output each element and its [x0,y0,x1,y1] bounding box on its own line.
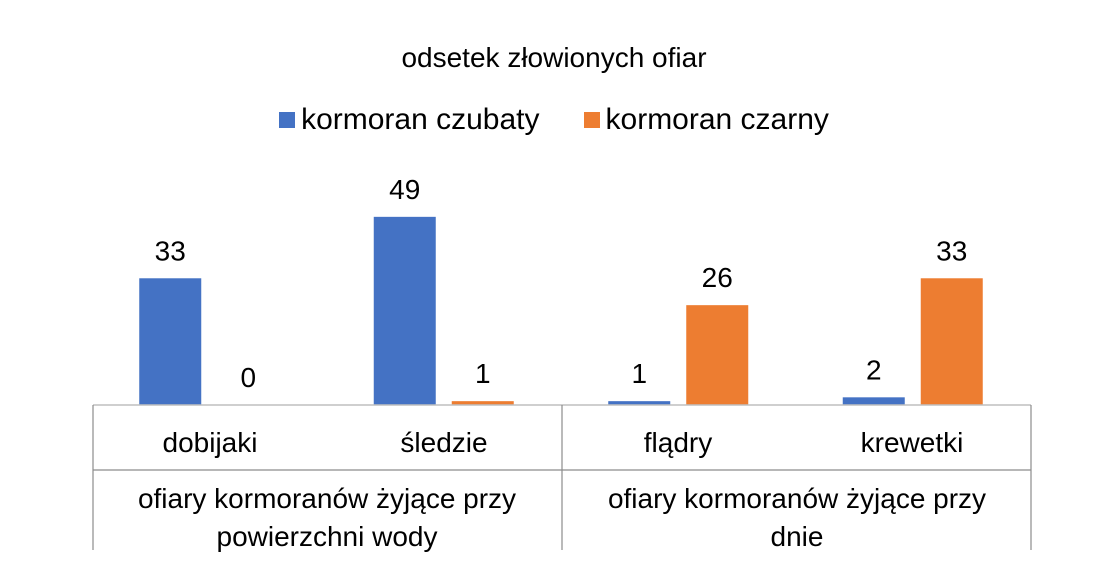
data-label-series-1-cat-4: 2 [866,354,882,385]
category-label-dobijaki: dobijaki [162,427,258,458]
legend-label-series-2: kormoran czarny [605,103,829,136]
category-label-fladry: flądry [643,427,713,458]
bar-series-2-cat-4 [920,278,983,405]
data-label-series-2-cat-1: 0 [240,362,256,393]
data-label-series-2-cat-2: 1 [475,358,491,389]
bar-series-1-cat-2 [373,216,436,405]
chart-title: odsetek złowionych ofiar [401,42,707,73]
legend: kormoran czubaty kormoran czarny [0,103,1108,137]
bar-series-1-cat-1 [139,278,202,405]
data-label-series-2-cat-3: 26 [702,262,733,293]
data-label-series-2-cat-4: 33 [936,235,967,266]
bar-series-1-cat-4 [842,397,905,405]
bar-series-2-cat-2 [451,401,514,405]
legend-swatch-series-2 [583,112,600,128]
data-label-series-1-cat-1: 33 [155,235,186,266]
category-label-sledzie: śledzie [400,427,488,458]
group-label-surface: ofiary kormoranów żyjące przy powierzchn… [137,483,517,552]
bar-series-2-cat-3 [686,305,749,405]
legend-item-series-2: kormoran czarny [583,103,829,137]
group-label-bottom: ofiary kormoranów żyjące przy dnie [607,483,987,552]
data-label-series-1-cat-3: 1 [631,358,647,389]
legend-swatch-series-1 [279,112,296,128]
category-label-krewetki: krewetki [860,427,964,458]
legend-item-series-1: kormoran czubaty [279,103,540,137]
bar-series-1-cat-3 [608,401,671,405]
legend-label-series-1: kormoran czubaty [301,103,540,136]
data-label-series-1-cat-2: 49 [389,174,420,205]
